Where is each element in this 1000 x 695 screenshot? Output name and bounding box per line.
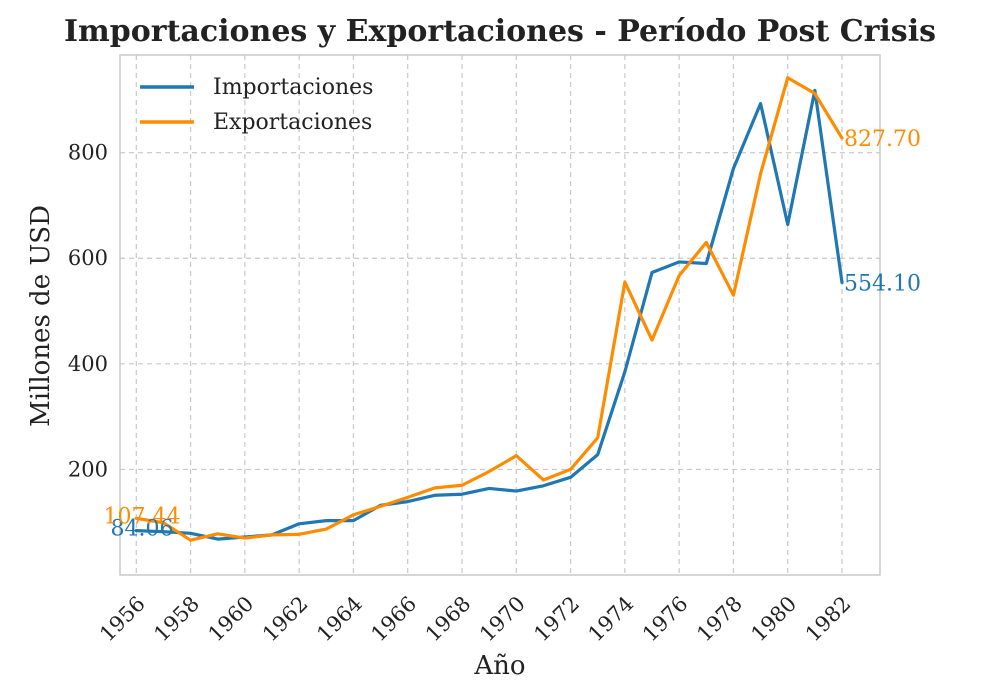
x-tick-label: 1978: [692, 592, 747, 647]
x-tick-label: 1962: [258, 592, 313, 647]
plot-frame: [119, 54, 881, 576]
series-layer: [134, 76, 844, 542]
y-tick-label: 200: [68, 457, 108, 481]
chart-title: Importaciones y Exportaciones - Período …: [64, 14, 936, 49]
end-labels: 84.06 554.10 107.44 827.70: [104, 127, 921, 542]
x-tick-label: 1974: [584, 592, 639, 647]
x-tick-label: 1966: [366, 592, 421, 647]
x-tick-label: 1958: [149, 592, 204, 647]
legend-label: Importaciones: [213, 75, 373, 100]
x-tick-label: 1956: [95, 592, 150, 647]
y-axis-label: Millones de USD: [26, 205, 56, 427]
y-tick-label: 400: [68, 352, 108, 376]
x-axis-ticks: 1956 1958 1960 1962 1964 1966 1968 1970 1972 1974…: [95, 592, 855, 647]
start-value-label: 107.44: [104, 504, 181, 529]
x-tick-label: 1982: [801, 592, 856, 647]
x-tick-label: 1972: [529, 592, 584, 647]
x-tick-label: 1960: [204, 592, 259, 647]
x-tick-label: 1964: [312, 592, 367, 647]
x-tick-label: 1968: [421, 592, 476, 647]
x-tick-label: 1970: [475, 592, 530, 647]
legend: Importaciones Exportaciones: [140, 75, 373, 135]
end-value-label: 827.70: [844, 127, 921, 152]
series-line-exportaciones: [134, 76, 844, 542]
grid: [120, 55, 880, 575]
y-tick-label: 800: [68, 141, 108, 165]
x-tick-label: 1980: [746, 592, 801, 647]
y-tick-label: 600: [68, 246, 108, 270]
start-value-label: 84.06: [111, 517, 174, 542]
x-tick-label: 1976: [638, 592, 693, 647]
end-value-label: 554.10: [844, 271, 921, 296]
y-axis-ticks: 200 400 600 800: [68, 141, 108, 482]
legend-label: Exportaciones: [213, 110, 372, 135]
x-axis-label: Año: [473, 651, 525, 681]
